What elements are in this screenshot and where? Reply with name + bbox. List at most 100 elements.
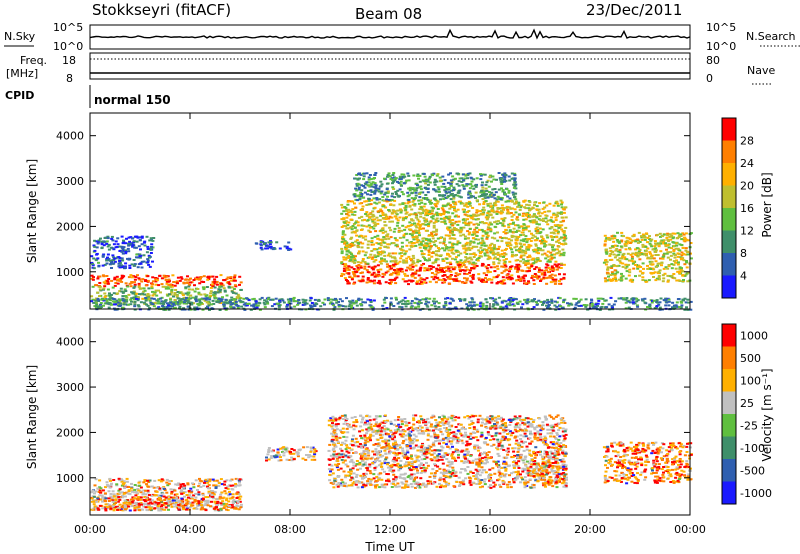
velocity-echo-cell (206, 479, 210, 482)
power-echo-cell (148, 299, 152, 302)
power-echo-cell (377, 274, 381, 277)
power-echo-cell (510, 215, 514, 218)
power-echo-cell (451, 268, 455, 271)
power-echo-cell (432, 278, 436, 281)
power-echo-cell (441, 194, 445, 197)
power-echo-cell (395, 273, 399, 276)
power-echo-cell (493, 270, 497, 273)
power-echo-cell (514, 267, 517, 270)
power-echo-cell (337, 303, 341, 306)
power-echo-cell (670, 263, 674, 266)
power-echo-cell (525, 241, 529, 244)
power-echo-cell (477, 277, 481, 280)
power-echo-cell (352, 193, 356, 196)
power-echo-cell (350, 266, 354, 269)
power-echo-cell (133, 298, 136, 301)
power-echo-cell (556, 215, 559, 218)
power-echo-cell (515, 245, 519, 248)
power-echo-cell (103, 263, 107, 266)
power-echo-cell (376, 255, 380, 258)
power-echo-cell (500, 207, 504, 210)
power-echo-cell (424, 194, 428, 196)
power-echo-cell (508, 276, 512, 279)
power-echo-cell (164, 285, 168, 288)
power-echo-cell (628, 242, 632, 244)
power-echo-cell (275, 241, 279, 244)
power-echo-cell (505, 188, 509, 191)
power-echo-cell (386, 270, 390, 273)
power-echo-cell (615, 244, 619, 247)
power-echo-cell (685, 260, 688, 262)
power-echo-cell (684, 253, 688, 256)
power-echo-cell (451, 248, 455, 251)
power-echo-cell (676, 263, 680, 266)
power-echo-cell (430, 276, 434, 278)
power-echo-cell (447, 188, 451, 191)
power-echo-cell (388, 220, 392, 223)
power-echo-cell (187, 308, 191, 311)
velocity-echo-cell (234, 477, 238, 480)
power-echo-cell (490, 281, 494, 284)
power-echo-cell (118, 259, 122, 262)
power-echo-cell (527, 200, 531, 202)
power-echo-cell (421, 208, 424, 211)
power-echo-cell (361, 258, 365, 260)
power-echo-cell (375, 242, 379, 245)
power-echo-cell (488, 244, 492, 247)
power-echo-cell (531, 249, 535, 252)
power-echo-cell (382, 258, 386, 261)
power-echo-cell (485, 218, 489, 221)
power-echo-cell (662, 267, 666, 270)
power-echo-cell (518, 265, 522, 268)
power-echo-cell (667, 240, 671, 243)
power-echo-cell (187, 297, 191, 300)
power-echo-cell (514, 231, 518, 233)
power-echo-cell (211, 283, 214, 286)
power-echo-cell (350, 231, 354, 234)
power-echo-cell (456, 194, 460, 197)
power-echo-cell (481, 198, 485, 201)
power-echo-cell (638, 270, 642, 273)
power-echo-cell (457, 280, 461, 283)
power-echo-cell (616, 240, 620, 243)
power-echo-cell (474, 218, 478, 221)
power-echo-cell (406, 172, 410, 175)
power-echo-cell (663, 272, 667, 275)
power-echo-cell (411, 279, 415, 282)
power-echo-cell (493, 197, 497, 200)
power-echo-cell (623, 243, 627, 246)
power-echo-cell (429, 199, 432, 202)
power-echo-cell (544, 240, 548, 243)
power-echo-cell (268, 243, 272, 246)
velocity-echo-cell (201, 492, 205, 495)
power-echo-cell (428, 221, 432, 224)
power-echo-cell (182, 296, 186, 299)
power-echo-cell (475, 303, 479, 306)
power-echo-cell (450, 251, 454, 254)
power-echo-cell (673, 256, 677, 259)
power-echo-cell (628, 238, 632, 241)
velocity-echo-cell (237, 493, 241, 496)
power-echo-cell (358, 235, 362, 238)
power-echo-cell (553, 263, 557, 266)
power-echo-cell (554, 219, 558, 222)
power-echo-cell (345, 208, 349, 211)
power-echo-cell (463, 235, 467, 238)
power-echo-cell (475, 265, 479, 267)
power-echo-cell (168, 279, 171, 282)
power-echo-cell (517, 275, 520, 278)
power-echo-cell (508, 297, 512, 300)
power-echo-cell (172, 295, 175, 298)
power-echo-cell (232, 278, 236, 280)
power-echo-cell (199, 276, 203, 278)
power-echo-cell (359, 303, 363, 306)
power-echo-cell (194, 295, 198, 298)
power-echo-cell (630, 257, 634, 260)
power-echo-cell (350, 306, 354, 309)
power-echo-cell (452, 243, 456, 246)
power-echo-cell (346, 224, 350, 227)
power-echo-cell (680, 251, 684, 254)
power-echo-cell (193, 306, 197, 309)
power-echo-cell (507, 206, 511, 209)
power-echo-cell (102, 304, 105, 307)
